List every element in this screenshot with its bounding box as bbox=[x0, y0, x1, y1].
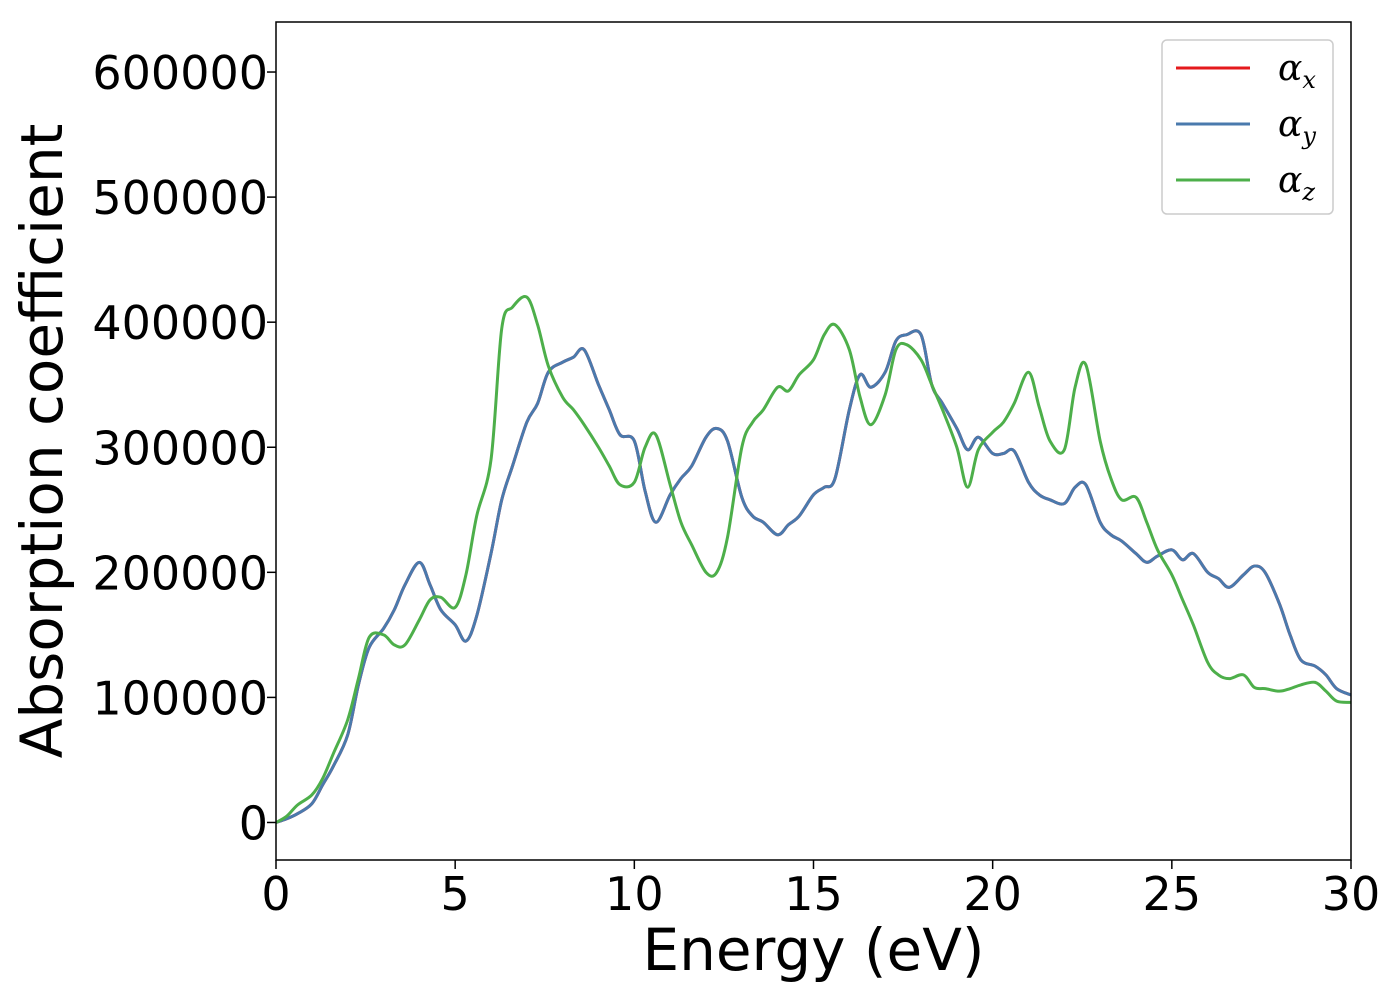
series-line-alpha-y bbox=[276, 329, 1351, 824]
y-tick-label: 600000 bbox=[92, 46, 268, 100]
legend-box bbox=[1161, 39, 1334, 215]
series-line-alpha-x bbox=[276, 329, 1351, 824]
x-tick-label: 10 bbox=[605, 867, 664, 921]
y-axis: 0 100000 200000 300000 400000 500000 600000 bbox=[92, 46, 276, 850]
y-tick-label: 400000 bbox=[92, 296, 268, 350]
y-tick-label: 300000 bbox=[92, 421, 268, 475]
x-tick-label: 20 bbox=[963, 867, 1022, 921]
y-tick-label: 200000 bbox=[92, 546, 268, 600]
x-axis-title: Energy (eV) bbox=[642, 916, 984, 984]
x-tick-label: 30 bbox=[1322, 867, 1381, 921]
y-axis-title: Absorption coefficient bbox=[8, 124, 76, 759]
x-axis: 0 5 10 15 20 25 30 bbox=[261, 860, 1380, 921]
x-tick-label: 0 bbox=[261, 867, 290, 921]
x-tick-label: 5 bbox=[441, 867, 470, 921]
y-tick-label: 500000 bbox=[92, 171, 268, 225]
series-line-alpha-z bbox=[276, 295, 1351, 824]
x-tick-label: 15 bbox=[784, 867, 843, 921]
y-tick-label: 0 bbox=[239, 796, 268, 850]
y-tick-label: 100000 bbox=[92, 671, 268, 725]
x-tick-label: 25 bbox=[1143, 867, 1202, 921]
series-layer bbox=[276, 295, 1351, 824]
